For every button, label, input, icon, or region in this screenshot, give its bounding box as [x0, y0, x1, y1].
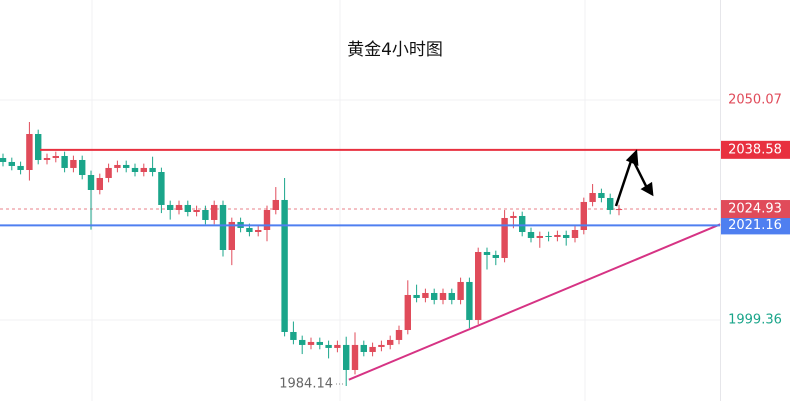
candle-body: [554, 234, 561, 237]
candle-body: [35, 133, 42, 160]
candle-body: [395, 329, 403, 340]
arrow-head: [640, 181, 654, 197]
candle-body: [580, 201, 587, 230]
candle-body: [0, 157, 7, 162]
price-tag: [721, 216, 790, 235]
candle-body: [123, 164, 130, 168]
candle-body: [510, 215, 517, 218]
price-tag: [721, 200, 790, 219]
candle-body: [184, 204, 191, 212]
chart-title: 黄金4小时图: [347, 40, 443, 60]
candle-body: [193, 210, 200, 212]
candle-body: [422, 292, 429, 298]
candle-body: [96, 177, 103, 191]
candle-body: [563, 234, 570, 238]
candle-body: [483, 251, 491, 255]
y-tick-label: 1999.36: [728, 312, 782, 327]
price-tag-label: 2024.93: [728, 202, 782, 217]
candle-body: [263, 210, 271, 230]
price-tag: [721, 140, 790, 159]
candle-body: [43, 157, 51, 160]
candle-body: [158, 171, 165, 205]
candle-body: [475, 251, 482, 320]
candle-body: [527, 231, 535, 238]
candle-body: [501, 217, 508, 258]
candle-body: [413, 294, 420, 298]
candle-body: [131, 167, 139, 172]
candle-body: [272, 199, 279, 211]
candle-body: [404, 294, 411, 330]
candle-body: [351, 344, 359, 370]
candle-body: [360, 344, 367, 352]
candle-body: [281, 199, 288, 332]
candle-body: [589, 192, 596, 202]
y-tick-label: 2050.07: [728, 92, 782, 107]
candle-body: [378, 344, 385, 347]
candle-body: [448, 292, 455, 300]
candle-body: [246, 227, 253, 232]
trendline: [348, 223, 721, 381]
candle-body: [316, 341, 323, 345]
candle-body: [466, 281, 473, 320]
candle-body: [228, 221, 235, 250]
candle-body: [87, 174, 95, 191]
candle-body: [598, 192, 605, 198]
candle-body: [307, 341, 315, 345]
candle-body: [387, 339, 394, 345]
plot: [0, 99, 721, 386]
candle-body: [211, 204, 218, 220]
candle-body: [167, 204, 174, 211]
candle-body: [140, 167, 147, 172]
candle-body: [114, 164, 121, 168]
candle-body: [369, 346, 376, 352]
candle-body: [70, 159, 77, 168]
candle-body: [52, 155, 59, 158]
candle-body: [571, 229, 579, 238]
candle-body: [545, 235, 552, 237]
candle-body: [26, 133, 33, 171]
price-tag-label: 2021.16: [728, 218, 782, 233]
candle-body: [202, 210, 209, 220]
candle-body: [334, 344, 341, 348]
arrows: [614, 149, 654, 207]
candle-body: [61, 155, 68, 168]
candle-body: [536, 235, 543, 238]
candle-body: [615, 209, 623, 211]
candle-body: [149, 167, 156, 172]
candle-body: [492, 254, 499, 258]
candle-body: [17, 165, 24, 171]
low-label: 1984.14: [279, 376, 333, 391]
candle-body: [255, 229, 262, 232]
candle-body: [79, 159, 86, 175]
candle-body: [175, 204, 183, 211]
candle-body: [105, 167, 112, 178]
candle-body: [607, 197, 614, 211]
candle-body: [439, 292, 447, 300]
arrow-head: [625, 149, 639, 166]
price-tag-label: 2038.58: [728, 142, 782, 157]
candle-body: [219, 204, 227, 250]
candle-body: [431, 292, 438, 300]
candle-body: [519, 215, 526, 232]
candle-body: [299, 339, 306, 345]
candle-body: [325, 344, 332, 348]
candle-body: [343, 344, 350, 370]
candle-body: [290, 331, 297, 340]
candle-body: [8, 161, 15, 166]
candle-body: [457, 281, 464, 300]
